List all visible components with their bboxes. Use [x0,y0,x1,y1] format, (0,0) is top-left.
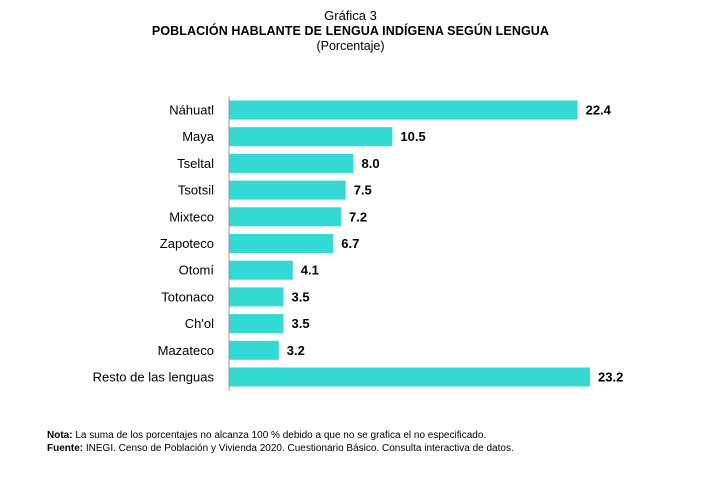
source-line: Fuente: INEGI. Censo de Población y Vivi… [47,442,667,455]
category-label: Ch'ol [185,316,214,331]
category-label: Mixteco [169,209,214,224]
category-label: Mazateco [158,343,214,358]
category-label: Tsotsil [178,183,214,198]
data-label: 6.7 [341,236,359,251]
note-line: Nota: La suma de los porcentajes no alca… [47,429,667,442]
bar [229,234,334,253]
category-label: Maya [182,129,215,144]
source-label: Fuente: [47,443,84,454]
data-label: 4.1 [301,263,319,278]
category-label: Totonaco [161,289,214,304]
bars [229,100,590,387]
source-text: INEGI. Censo de Población y Vivienda 202… [85,443,514,454]
bar [229,340,279,360]
bar [229,100,578,120]
bar [229,314,284,334]
note-text: La suma de los porcentajes no alcanza 10… [75,430,487,441]
category-label: Tseltal [177,156,214,171]
chart-header: Gráfica 3 POBLACIÓN HABLANTE DE LENGUA I… [0,8,701,54]
category-label: Otomí [179,263,215,278]
data-label: 7.5 [354,183,372,198]
data-label: 3.5 [292,316,310,331]
data-label: 10.5 [400,129,425,144]
chart-subtitle: (Porcentaje) [316,39,385,53]
bar [229,367,590,387]
data-label: 3.2 [287,343,305,358]
chart-notes: Nota: La suma de los porcentajes no alca… [47,429,667,455]
data-label: 23.2 [598,370,623,385]
chart-kicker: Gráfica 3 [324,8,377,23]
bar [229,127,393,147]
chart-title: POBLACIÓN HABLANTE DE LENGUA INDÍGENA SE… [151,24,550,38]
data-label: 8.0 [362,156,380,171]
bar [229,180,346,200]
note-label: Nota: [47,430,73,441]
category-label: Náhuatl [169,103,214,118]
bar-chart: Náhuatl Maya Tseltal Tsotsil Mixteco Zapoteco… [93,96,624,391]
data-label: 3.5 [292,289,310,304]
value-labels: 22.4 10.5 8.0 7.5 7.2 6.7 4.1 3.5 3.5 3.2 23.2 [287,103,624,385]
data-label: 7.2 [349,209,367,224]
category-label: Resto de las lenguas [93,370,215,385]
bar [229,207,341,227]
bar [229,260,293,280]
bar [229,153,354,173]
category-labels: Náhuatl Maya Tseltal Tsotsil Mixteco Zapoteco… [93,103,215,385]
bar [229,287,284,307]
data-label: 22.4 [586,103,612,118]
category-label: Zapoteco [160,236,214,251]
